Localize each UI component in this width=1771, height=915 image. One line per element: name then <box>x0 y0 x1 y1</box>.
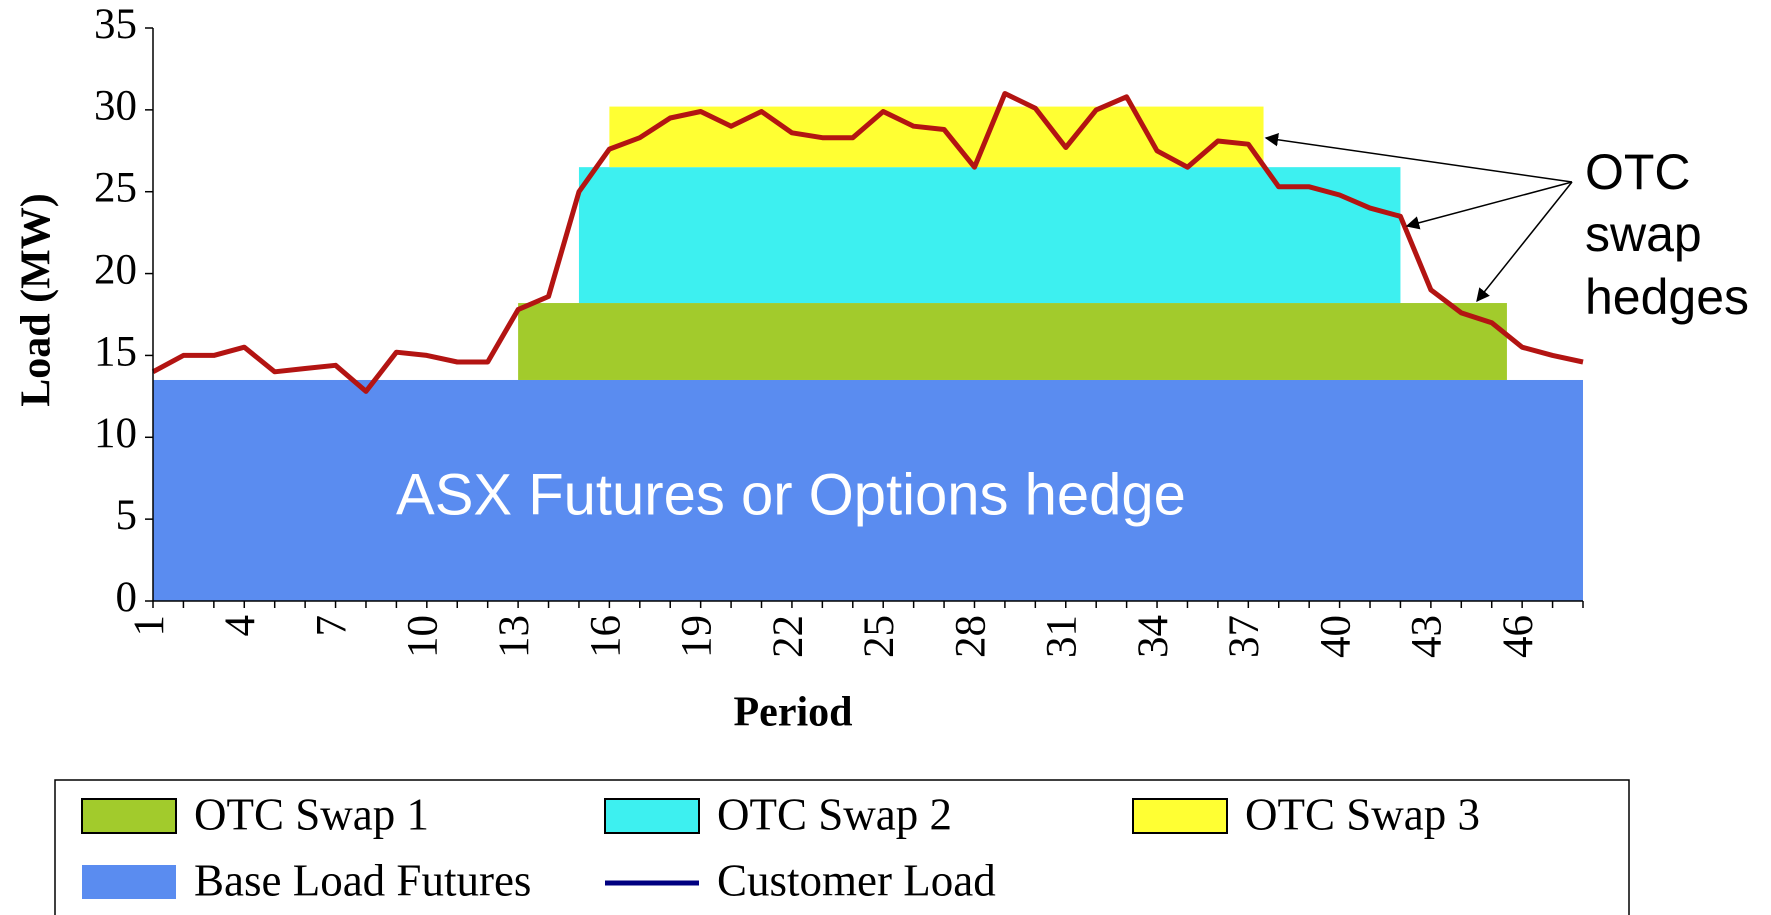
legend-label: OTC Swap 2 <box>717 789 952 839</box>
legend-label: Base Load Futures <box>194 855 531 905</box>
legend-swatch <box>604 798 700 834</box>
x-tick-label: 1 <box>126 615 173 637</box>
x-tick-label: 28 <box>947 615 994 658</box>
x-tick-label: 25 <box>856 615 903 658</box>
hedge-area <box>518 303 1507 380</box>
annotation-arrow <box>1264 133 1573 183</box>
x-tick-label: 31 <box>1039 615 1086 658</box>
load-line <box>151 91 1584 394</box>
y-tick-label: 35 <box>94 1 137 48</box>
x-tick-label: 37 <box>1221 615 1268 658</box>
y-tick-label: 20 <box>94 246 137 293</box>
x-tick-label: 46 <box>1495 615 1542 658</box>
x-tick-label: 4 <box>217 615 264 637</box>
legend-swatch <box>81 798 177 834</box>
x-tick-label: 43 <box>1404 615 1451 658</box>
legend-swatch <box>82 865 176 899</box>
x-tick-label: 34 <box>1130 615 1177 658</box>
y-tick-label: 10 <box>94 410 137 457</box>
x-axis-title: Period <box>734 690 853 736</box>
y-tick-label: 15 <box>94 328 137 375</box>
y-tick-label: 25 <box>94 165 137 212</box>
legend-box <box>54 779 1630 915</box>
legend-label: OTC Swap 3 <box>1245 789 1480 839</box>
y-tick-label: 30 <box>94 83 137 130</box>
y-axis-title: Load (MW) <box>14 193 60 407</box>
annotation: hedges <box>1585 269 1749 325</box>
x-tick-label: 7 <box>308 615 355 637</box>
legend-label: OTC Swap 1 <box>194 789 429 839</box>
y-tick-label: 0 <box>116 574 138 621</box>
legend-swatch <box>1132 798 1228 834</box>
annotation: OTC <box>1585 144 1691 200</box>
hedge-area <box>153 379 1583 601</box>
annotation: swap <box>1585 206 1702 262</box>
legend-label: Customer Load <box>717 855 996 905</box>
annotation-arrow <box>1476 181 1573 303</box>
hedge-area <box>578 167 1401 304</box>
x-tick-label: 19 <box>674 615 721 658</box>
annotation: ASX Futures or Options hedge <box>396 462 1186 527</box>
x-tick-label: 40 <box>1312 615 1359 658</box>
y-tick-label: 5 <box>116 492 138 539</box>
hedge-area <box>609 106 1264 168</box>
annotation-arrow <box>1405 181 1573 230</box>
x-tick-label: 13 <box>491 615 538 658</box>
x-tick-label: 10 <box>400 615 447 658</box>
x-tick-label: 22 <box>765 615 812 658</box>
x-tick-label: 16 <box>582 615 629 658</box>
